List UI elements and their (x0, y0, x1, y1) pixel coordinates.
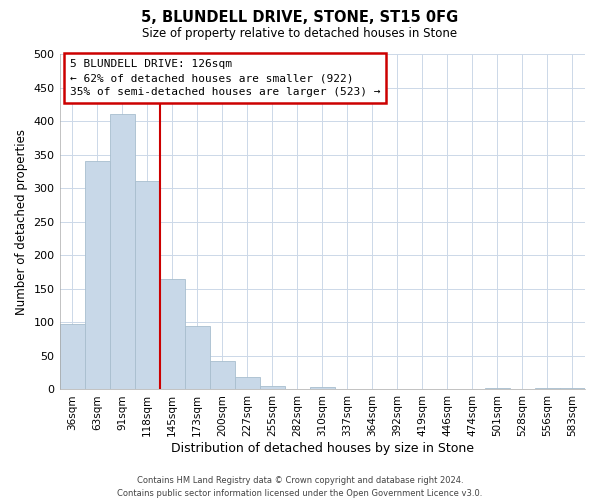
Bar (59, 324, 85, 390)
Bar (310, 388, 335, 390)
X-axis label: Distribution of detached houses by size in Stone: Distribution of detached houses by size … (171, 442, 474, 455)
Bar (110, 114, 134, 390)
Bar (260, 386, 285, 390)
Bar (535, 388, 560, 390)
Text: Size of property relative to detached houses in Stone: Size of property relative to detached ho… (142, 28, 458, 40)
Y-axis label: Number of detached properties: Number of detached properties (15, 128, 28, 314)
Bar (85, 160, 110, 390)
Bar (160, 280, 185, 390)
Bar (185, 326, 209, 390)
Text: 5 BLUNDELL DRIVE: 126sqm
← 62% of detached houses are smaller (922)
35% of semi-: 5 BLUNDELL DRIVE: 126sqm ← 62% of detach… (70, 59, 380, 97)
Bar (134, 181, 160, 390)
Bar (235, 376, 260, 390)
Text: Contains HM Land Registry data © Crown copyright and database right 2024.
Contai: Contains HM Land Registry data © Crown c… (118, 476, 482, 498)
Bar (560, 388, 585, 390)
Bar (485, 388, 510, 390)
Bar (209, 362, 235, 390)
Text: 5, BLUNDELL DRIVE, STONE, ST15 0FG: 5, BLUNDELL DRIVE, STONE, ST15 0FG (142, 10, 458, 25)
